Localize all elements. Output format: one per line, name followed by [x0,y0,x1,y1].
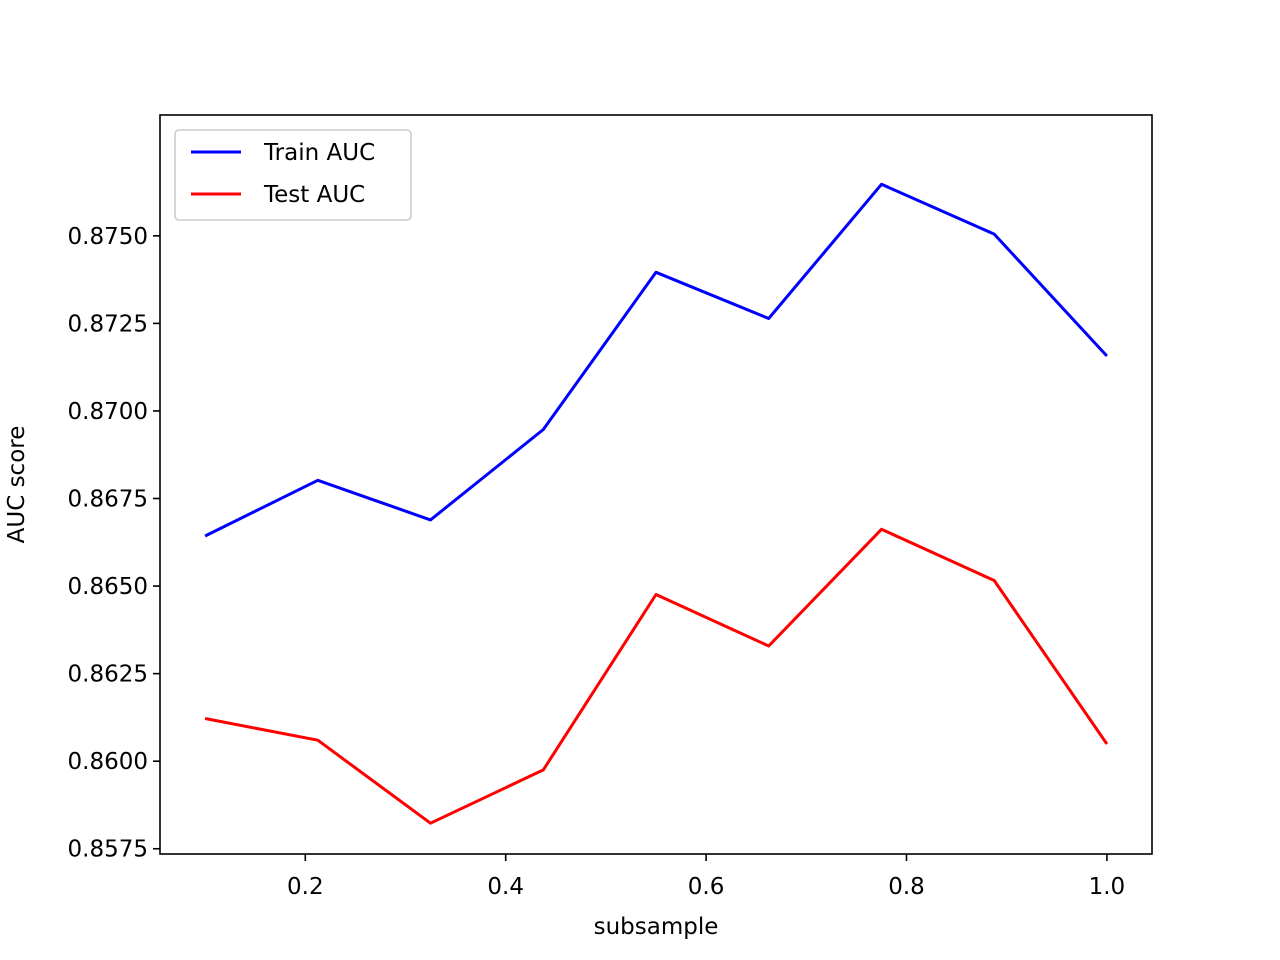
y-axis-label: AUC score [4,426,30,544]
y-tick-label: 0.8675 [68,487,148,513]
legend-label-test-auc: Test AUC [263,182,365,208]
x-tick-label: 0.2 [287,874,324,900]
x-axis-ticks: 0.2 0.4 0.6 0.8 1.0 [287,854,1125,900]
plot-area-frame [159,114,1153,855]
y-tick-label: 0.8625 [68,662,148,688]
y-axis-ticks: 0.8575 0.8600 0.8625 0.8650 0.8675 0.8700 0.87… [68,224,160,863]
series-lines [204,182,1109,825]
legend-label-train-auc: Train AUC [263,140,375,166]
y-tick-label: 0.8750 [68,224,148,250]
y-tick-label: 0.8600 [68,749,148,775]
y-tick-label: 0.8700 [68,399,148,425]
x-axis-label: subsample [594,914,719,940]
y-tick-label: 0.8575 [68,837,148,863]
x-tick-label: 0.8 [888,874,925,900]
x-tick-label: 1.0 [1089,874,1126,900]
y-tick-label: 0.8650 [68,574,148,600]
y-tick-label: 0.8725 [68,311,148,337]
x-tick-label: 0.4 [487,874,524,900]
legend: Train AUC Test AUC [174,129,412,221]
series-line-test-auc [204,527,1109,825]
x-tick-label: 0.6 [688,874,725,900]
series-line-train-auc [204,182,1109,538]
